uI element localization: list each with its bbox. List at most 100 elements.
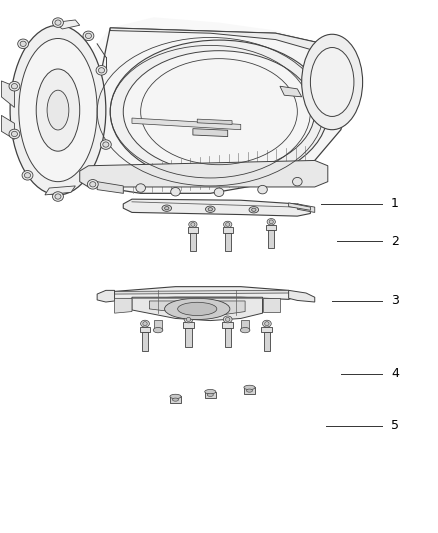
Ellipse shape (36, 69, 80, 151)
Ellipse shape (85, 33, 92, 38)
Polygon shape (197, 119, 232, 124)
Ellipse shape (252, 208, 256, 212)
Ellipse shape (226, 318, 230, 321)
Ellipse shape (90, 182, 96, 187)
Polygon shape (289, 203, 311, 211)
Polygon shape (289, 290, 315, 302)
Polygon shape (53, 20, 80, 29)
Polygon shape (225, 328, 231, 347)
Polygon shape (1, 81, 14, 108)
Polygon shape (115, 290, 297, 296)
Ellipse shape (240, 327, 250, 333)
Polygon shape (193, 128, 228, 136)
Polygon shape (132, 118, 241, 130)
Polygon shape (241, 319, 250, 330)
Polygon shape (132, 297, 262, 320)
Polygon shape (188, 227, 198, 232)
Polygon shape (123, 199, 311, 216)
Ellipse shape (302, 34, 363, 130)
Ellipse shape (247, 389, 253, 392)
Text: 5: 5 (391, 419, 399, 432)
Polygon shape (80, 160, 328, 187)
Polygon shape (262, 298, 280, 312)
Polygon shape (142, 332, 148, 351)
Text: 4: 4 (391, 367, 399, 380)
Ellipse shape (103, 142, 109, 147)
Ellipse shape (205, 390, 216, 394)
Polygon shape (170, 397, 181, 403)
Ellipse shape (189, 221, 197, 228)
Ellipse shape (123, 51, 315, 173)
Polygon shape (115, 298, 132, 313)
Polygon shape (84, 28, 350, 193)
Polygon shape (264, 332, 270, 351)
Polygon shape (205, 392, 216, 398)
Ellipse shape (173, 398, 179, 401)
Ellipse shape (96, 66, 107, 75)
Text: 3: 3 (391, 294, 399, 308)
Ellipse shape (262, 320, 271, 327)
Ellipse shape (311, 47, 354, 116)
Ellipse shape (9, 129, 20, 139)
Ellipse shape (143, 321, 147, 326)
Ellipse shape (99, 68, 105, 73)
Ellipse shape (165, 207, 169, 210)
Ellipse shape (170, 394, 181, 399)
Ellipse shape (165, 298, 230, 319)
Ellipse shape (11, 131, 18, 136)
Ellipse shape (162, 205, 172, 212)
Polygon shape (97, 290, 115, 302)
Ellipse shape (244, 385, 255, 390)
Ellipse shape (223, 316, 232, 323)
Ellipse shape (186, 318, 191, 321)
Polygon shape (97, 182, 123, 193)
Polygon shape (183, 322, 194, 328)
Ellipse shape (25, 173, 31, 178)
Polygon shape (23, 17, 350, 193)
Polygon shape (225, 232, 231, 251)
Ellipse shape (55, 20, 61, 25)
Ellipse shape (55, 194, 61, 199)
Polygon shape (1, 115, 14, 139)
Polygon shape (185, 328, 192, 347)
Ellipse shape (110, 40, 328, 183)
Ellipse shape (153, 327, 163, 333)
Ellipse shape (22, 171, 33, 180)
Ellipse shape (100, 140, 111, 149)
Ellipse shape (9, 82, 20, 91)
Polygon shape (266, 224, 276, 230)
Ellipse shape (178, 302, 217, 316)
Ellipse shape (293, 177, 302, 186)
Ellipse shape (184, 316, 193, 323)
Polygon shape (297, 204, 315, 213)
Ellipse shape (191, 223, 195, 227)
Polygon shape (280, 86, 302, 97)
Ellipse shape (136, 184, 145, 192)
Polygon shape (190, 232, 196, 251)
Polygon shape (140, 327, 151, 332)
Polygon shape (222, 322, 233, 328)
Ellipse shape (10, 25, 106, 195)
Ellipse shape (258, 185, 267, 194)
Ellipse shape (249, 207, 258, 213)
Ellipse shape (11, 84, 18, 89)
Ellipse shape (265, 321, 269, 326)
Ellipse shape (83, 31, 94, 41)
Ellipse shape (205, 206, 215, 213)
Ellipse shape (141, 320, 149, 327)
Ellipse shape (20, 41, 26, 46)
Text: 2: 2 (391, 235, 399, 247)
Polygon shape (223, 227, 233, 232)
Polygon shape (261, 327, 272, 332)
Ellipse shape (226, 223, 230, 227)
Polygon shape (106, 287, 297, 300)
Ellipse shape (18, 39, 28, 49)
Text: 1: 1 (391, 197, 399, 211)
Polygon shape (268, 230, 274, 248)
Polygon shape (110, 28, 350, 65)
Ellipse shape (47, 90, 69, 130)
Ellipse shape (207, 393, 213, 397)
Ellipse shape (214, 188, 224, 197)
Ellipse shape (53, 18, 64, 27)
Ellipse shape (19, 38, 97, 182)
